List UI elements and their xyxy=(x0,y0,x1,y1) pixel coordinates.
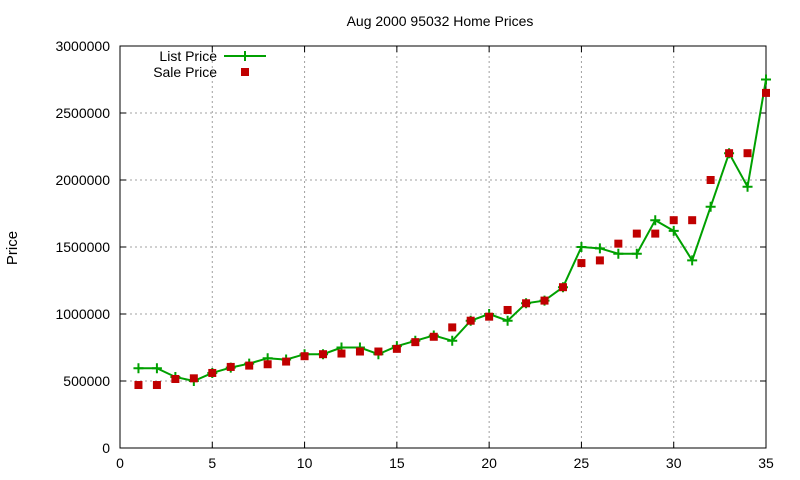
x-tick-label: 10 xyxy=(297,455,313,471)
sale-price-point xyxy=(134,381,143,390)
sale-price-point xyxy=(208,368,217,377)
sale-price-point xyxy=(485,312,494,321)
sale-price-point xyxy=(152,381,161,390)
sale-price-point xyxy=(429,332,438,341)
y-tick-label: 1500000 xyxy=(55,239,110,255)
list-price-point xyxy=(742,181,753,192)
list-price-point xyxy=(705,201,716,212)
sale-price-point xyxy=(725,149,734,158)
sale-price-point xyxy=(411,338,420,347)
series-sale-price xyxy=(134,88,770,390)
y-tick-label: 2500000 xyxy=(55,105,110,121)
list-price-point xyxy=(631,248,642,259)
sale-price-point xyxy=(522,299,531,308)
list-price-point xyxy=(668,225,679,236)
chart-title: Aug 2000 95032 Home Prices xyxy=(347,13,534,29)
sale-price-point xyxy=(374,347,383,356)
x-tick-label: 0 xyxy=(116,455,124,471)
x-tick-label: 20 xyxy=(481,455,497,471)
list-price-point xyxy=(133,363,144,374)
sale-price-point xyxy=(743,149,752,158)
sale-price-point xyxy=(688,216,697,225)
sale-price-point xyxy=(319,350,328,359)
sale-price-point xyxy=(337,349,346,358)
sale-price-point xyxy=(263,360,272,369)
series-layer xyxy=(133,74,771,390)
legend-label: List Price xyxy=(159,48,217,64)
legend-marker xyxy=(240,51,250,61)
sale-price-point xyxy=(355,347,364,356)
sale-price-point xyxy=(595,256,604,265)
y-axis-label: Price xyxy=(4,231,21,265)
sale-price-point xyxy=(540,296,549,305)
list-price-point xyxy=(447,335,458,346)
sale-price-point xyxy=(632,229,641,238)
y-tick-label: 3000000 xyxy=(55,38,110,54)
sale-price-point xyxy=(392,344,401,353)
sale-price-point xyxy=(706,176,715,184)
sale-price-point xyxy=(669,216,678,225)
sale-price-point xyxy=(448,323,457,332)
sale-price-point xyxy=(282,357,291,366)
sale-price-point xyxy=(651,229,660,238)
sale-price-point xyxy=(762,88,770,97)
x-tick-label: 15 xyxy=(389,455,405,471)
sale-price-point xyxy=(558,283,567,292)
sale-price-point xyxy=(226,362,235,371)
y-tick-label: 2000000 xyxy=(55,172,110,188)
list-price-point xyxy=(151,363,162,374)
list-price-point xyxy=(594,243,605,254)
x-tick-label: 30 xyxy=(666,455,682,471)
grid-layer xyxy=(120,46,766,448)
sale-price-point xyxy=(300,352,309,361)
sale-price-point xyxy=(171,374,180,383)
legend-marker xyxy=(241,68,249,76)
y-tick-label: 0 xyxy=(102,440,110,456)
list-price-point xyxy=(613,248,624,259)
list-price-point xyxy=(502,315,513,326)
sale-price-point xyxy=(503,305,512,314)
sale-price-point xyxy=(245,361,254,370)
series-list-price xyxy=(133,74,771,386)
list-price-point xyxy=(576,242,587,252)
x-tick-label: 35 xyxy=(758,455,774,471)
list-price-point xyxy=(687,255,698,266)
list-price-point xyxy=(650,215,661,226)
ticks-layer: 0 5 10 15 20 25 30 35 0 500000 1000000 1500000 20000… xyxy=(55,38,774,471)
y-tick-label: 500000 xyxy=(63,373,110,389)
list-price-point xyxy=(761,74,771,85)
sale-price-point xyxy=(466,316,475,325)
x-tick-label: 25 xyxy=(574,455,590,471)
sale-price-point xyxy=(189,374,198,383)
x-tick-label: 5 xyxy=(208,455,216,471)
sale-price-point xyxy=(577,259,586,268)
sale-price-point xyxy=(614,239,623,248)
y-tick-label: 1000000 xyxy=(55,306,110,322)
legend-label: Sale Price xyxy=(153,64,217,80)
